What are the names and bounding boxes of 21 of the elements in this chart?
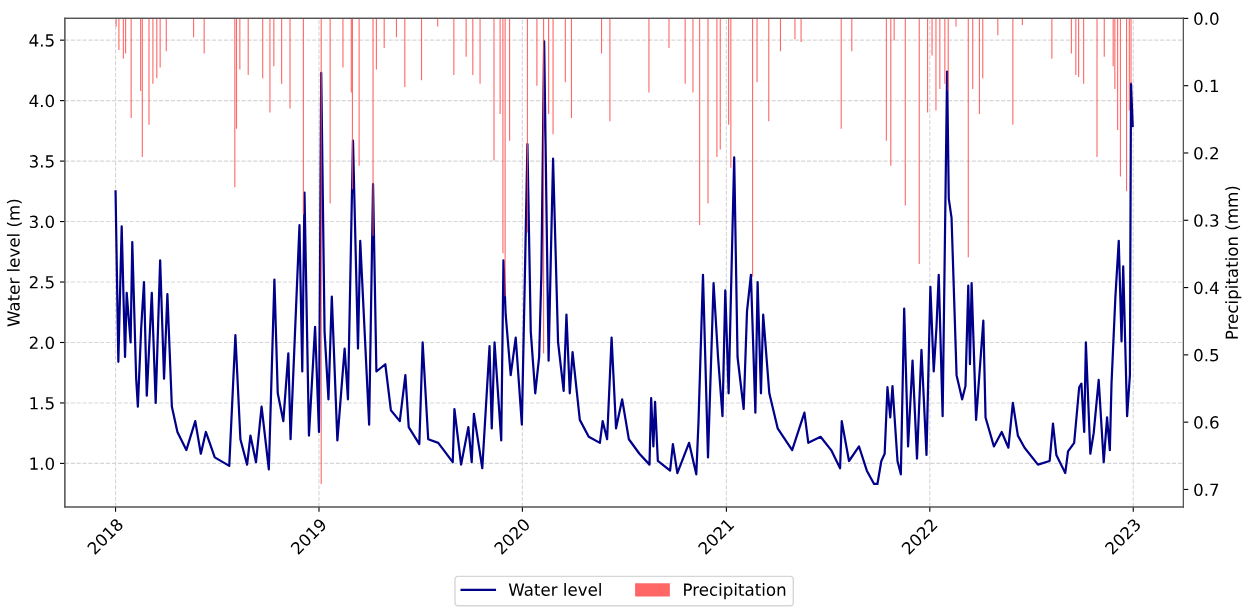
- y2-tick-label: 0.5: [1194, 348, 1219, 362]
- y-tick-label: 1.0: [30, 457, 55, 470]
- line-series: [114, 40, 1134, 486]
- y-tick-label: 4.0: [29, 94, 55, 108]
- y-tick-label: 1.5: [30, 397, 54, 410]
- y2-tick-label: 0.7: [1194, 483, 1219, 497]
- y2-tick-label: 0.3: [1194, 214, 1219, 227]
- y-axis-title: Water level (m): [6, 199, 22, 327]
- y2-tick-label: 0.4: [1194, 281, 1219, 295]
- y-tick-label: 2.5: [29, 275, 54, 289]
- y2-tick-label: 0.1: [1194, 79, 1219, 93]
- legend-label: Water level: [508, 583, 601, 596]
- y2-tick-label: 0.0: [1194, 12, 1219, 25]
- y2-tick-label: 0.6: [1194, 416, 1219, 429]
- y2-axis-title: Precipitation (mm): [1225, 186, 1242, 339]
- y-tick-label: 4.5: [29, 34, 54, 47]
- y2-tick-label: 0.2: [1194, 146, 1218, 160]
- y-tick-label: 3.0: [29, 215, 55, 229]
- legend-label: Precipitation: [684, 583, 786, 600]
- y-tick-label: 3.5: [29, 155, 54, 168]
- y-tick-label: 2.0: [29, 336, 55, 350]
